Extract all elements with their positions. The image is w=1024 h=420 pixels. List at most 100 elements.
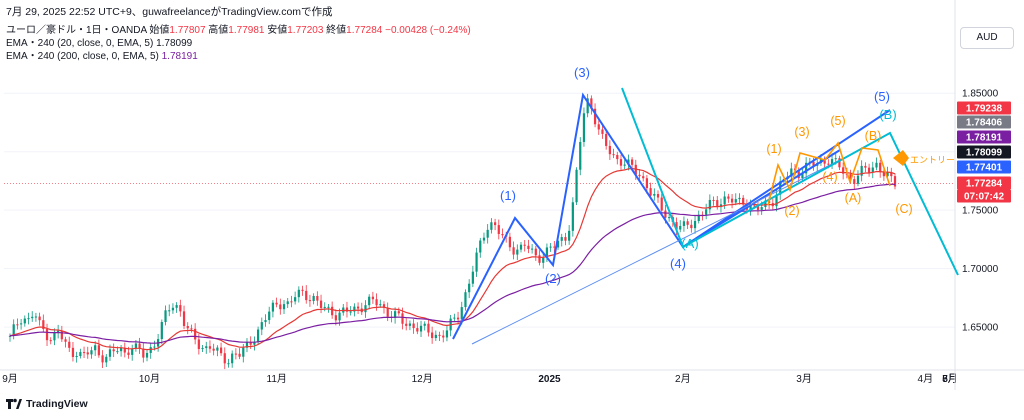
candle-body (123, 347, 126, 353)
candle-body (338, 312, 341, 321)
candle-body (653, 194, 656, 196)
candle-body (75, 356, 78, 358)
entry-label: エントリー (910, 155, 955, 165)
candle-body (445, 330, 449, 338)
candle-body (634, 164, 637, 175)
candle-body (427, 323, 430, 333)
candle-body (79, 352, 82, 357)
candle-body (94, 345, 97, 351)
wave-label-orange: (2) (784, 204, 799, 218)
candle-body (171, 307, 175, 311)
candle-body (871, 167, 874, 173)
open-value: 1.77807 (169, 25, 206, 36)
candle-body (68, 341, 71, 348)
candle-body (416, 328, 419, 332)
candle-body (531, 248, 534, 250)
symbol-legend: ユーロ／豪ドル・1日・OANDA 始値1.77807 高値1.77981 安値1… (6, 21, 471, 36)
candle-body (227, 363, 230, 365)
candle-body (305, 290, 308, 301)
wave-label-cyan: (B) (879, 107, 896, 122)
candle-body (516, 249, 519, 255)
candle-body (656, 194, 660, 198)
candle-body (642, 176, 645, 179)
candle-body (294, 297, 297, 302)
candle-body (660, 197, 663, 211)
candle-body (882, 172, 886, 177)
candle-body (23, 318, 26, 324)
candle-body (638, 174, 641, 177)
candle-body (705, 209, 708, 215)
price-badge (957, 115, 1011, 129)
x-tick-label: 7月 (942, 373, 958, 385)
candle-body (434, 334, 437, 339)
ema20-legend: EMA・240 (20, close, 0, EMA, 5) 1.78099 (6, 34, 192, 49)
price-badge-label: 1.78406 (966, 118, 1003, 129)
wave-label-orange: (A) (845, 191, 862, 205)
candle-body (864, 165, 867, 168)
candle-body (290, 301, 293, 303)
candle-body (219, 347, 223, 354)
candle-body (493, 222, 497, 226)
x-tick-label: 6月 (942, 373, 958, 385)
candle-body (271, 302, 275, 312)
candle-body (345, 307, 349, 312)
candle-body (849, 174, 852, 180)
candle-body (34, 316, 38, 318)
candle-body (134, 343, 138, 349)
candle-body (693, 221, 697, 229)
candle-body (668, 217, 671, 219)
candle-body (119, 347, 123, 352)
candle-body (16, 324, 19, 326)
candle-body (408, 323, 412, 326)
candle-body (568, 230, 571, 241)
candle-body (501, 234, 504, 236)
x-tick-label: 4月 (918, 373, 934, 385)
candle-body (208, 346, 212, 349)
price-badge (957, 160, 1011, 174)
y-tick-label: 1.70000 (962, 264, 999, 275)
low-value: 1.77203 (287, 25, 324, 36)
candle-body (797, 170, 800, 179)
candle-body (331, 306, 334, 316)
candle-body (186, 326, 189, 329)
candle-body (182, 311, 186, 327)
price-badge-label: 1.77401 (966, 163, 1003, 174)
candle-body (231, 353, 234, 364)
elliott-wave-cyan (621, 87, 959, 276)
candle-body (560, 237, 563, 241)
candle-body (101, 355, 104, 363)
candle-body (245, 342, 249, 348)
x-tick-label: 10月 (139, 373, 160, 385)
ema20-label: EMA・240 (20, close, 0, EMA, 5) (6, 38, 154, 49)
candle-body (582, 113, 586, 142)
candle-body (419, 325, 423, 332)
candle-body (216, 347, 219, 351)
close-label: 終値 (326, 25, 347, 36)
candle-body (253, 341, 256, 345)
candle-body (456, 317, 460, 320)
high-value: 1.77981 (228, 25, 265, 36)
candle-body (42, 320, 45, 330)
candle-body (327, 306, 330, 308)
candle-body (112, 349, 115, 352)
candle-body (356, 306, 360, 309)
candle-body (690, 224, 693, 229)
candle-body (527, 245, 530, 249)
candle-body (542, 257, 545, 263)
candle-body (601, 129, 604, 134)
candle-body (249, 342, 252, 345)
candle-body (649, 188, 652, 196)
candle-body (442, 335, 445, 338)
y-tick-label: 1.75000 (962, 206, 999, 217)
candle-body (712, 199, 715, 201)
candle-body (805, 162, 808, 174)
wave-label-blue: (3) (574, 65, 590, 80)
candle-body (108, 349, 112, 357)
candle-body (612, 154, 615, 156)
candle-body (812, 161, 815, 166)
candle-body (149, 347, 152, 353)
currency-selector[interactable]: AUD (960, 27, 1014, 49)
candle-body (579, 141, 582, 170)
wave-label-blue: (1) (500, 188, 516, 203)
